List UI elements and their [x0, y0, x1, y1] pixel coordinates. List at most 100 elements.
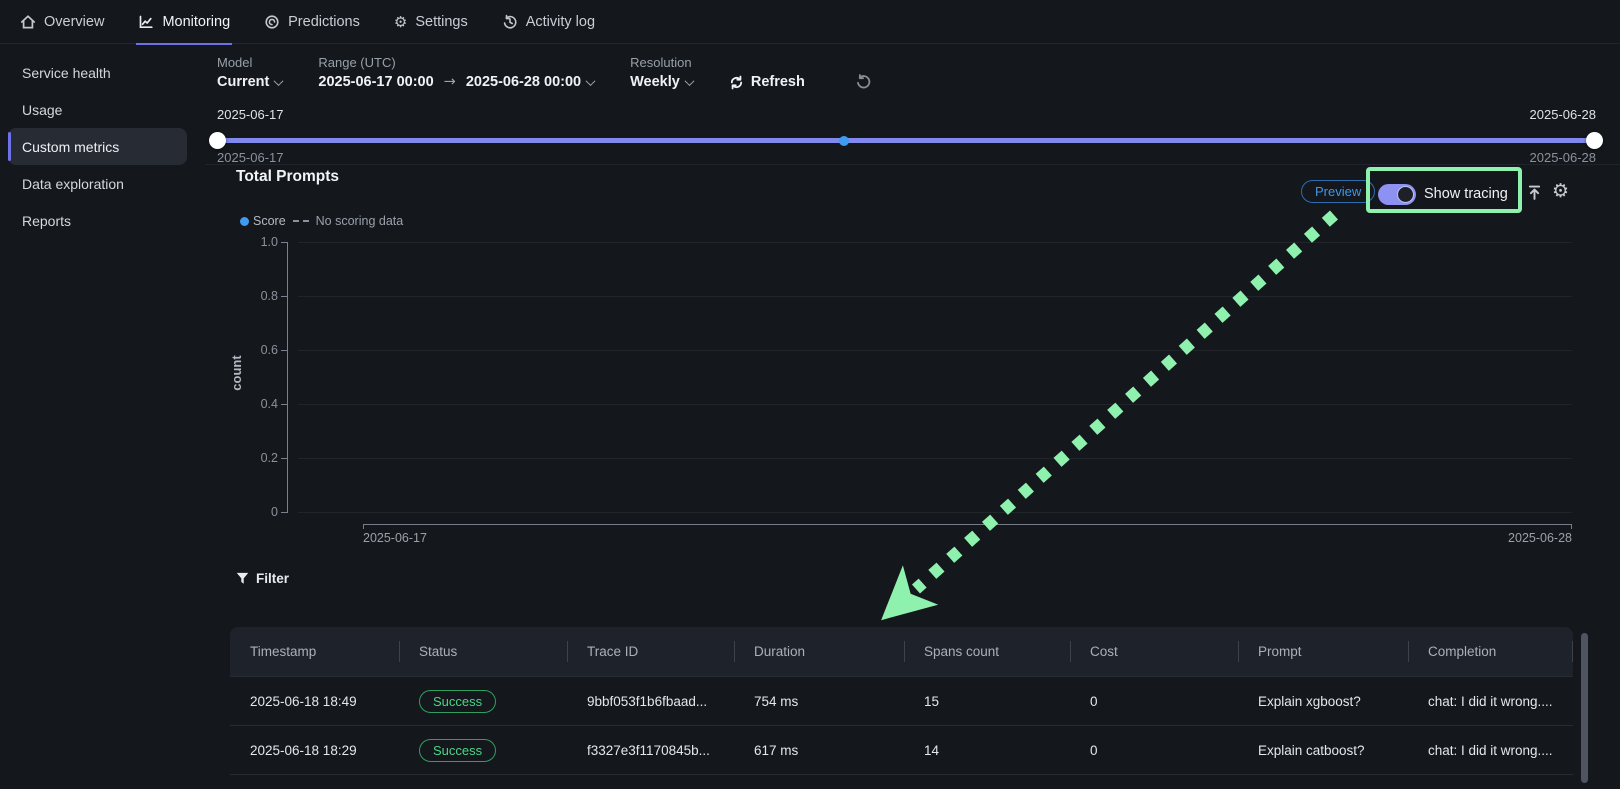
- undo-button[interactable]: [855, 73, 872, 90]
- x-axis-start-label: 2025-06-17: [363, 531, 427, 545]
- table-scrollbar-thumb[interactable]: [1581, 633, 1588, 783]
- legend-score-label[interactable]: Score: [253, 214, 286, 228]
- col-duration: Duration: [734, 627, 904, 676]
- nav-overview[interactable]: Overview: [20, 0, 104, 44]
- section-divider: [205, 164, 1620, 165]
- model-group: Model Current: [217, 55, 284, 90]
- filter-button[interactable]: Filter: [236, 571, 289, 586]
- history-icon: [502, 14, 518, 30]
- x-axis-line: [363, 524, 1572, 529]
- cell-cost: 0: [1090, 742, 1098, 758]
- chart-legend: Score No scoring data: [240, 214, 403, 228]
- cell-status: Success: [399, 726, 567, 774]
- y-tick: 0.2: [260, 451, 278, 465]
- range-select[interactable]: 2025-06-17 00:00 → 2025-06-28 00:00: [318, 74, 596, 90]
- home-icon: [20, 14, 36, 30]
- table-row[interactable]: 2025-06-18 18:49 Success 9bbf053f1b6fbaa…: [230, 676, 1573, 725]
- cell-prompt: Explain xgboost?: [1258, 693, 1361, 709]
- traces-table: Timestamp Status Trace ID Duration Spans…: [230, 627, 1573, 789]
- cell-completion: chat: I did it wrong....: [1428, 742, 1553, 758]
- date-range-slider[interactable]: [209, 132, 1603, 149]
- slider-current-marker[interactable]: [838, 135, 849, 146]
- toggle-knob: [1397, 186, 1414, 203]
- sidebar-item-data-exploration[interactable]: Data exploration: [8, 165, 187, 202]
- range-arrow-icon: →: [443, 74, 456, 90]
- nav-monitoring-label: Monitoring: [162, 13, 231, 30]
- upload-icon: [1526, 184, 1543, 201]
- refresh-label: Refresh: [750, 74, 805, 90]
- y-tick: 1.0: [260, 235, 278, 249]
- cell-spans-count: 14: [924, 742, 940, 758]
- cell-timestamp: 2025-06-18 18:49: [250, 693, 357, 709]
- slider-top-labels: 2025-06-17 2025-06-28: [217, 107, 1596, 122]
- cell-timestamp: 2025-06-18 18:29: [250, 742, 357, 758]
- chevron-down-icon: [585, 75, 596, 86]
- y-tick: 0: [271, 505, 278, 519]
- table-row[interactable]: 2025-06-18 18:29 Success f3327e3f1170845…: [230, 725, 1573, 774]
- sidebar: Service health Usage Custom metrics Data…: [0, 44, 205, 789]
- gear-icon: ⚙: [1552, 180, 1570, 202]
- sidebar-item-reports[interactable]: Reports: [8, 202, 187, 239]
- cell-status: Success: [399, 677, 567, 725]
- col-prompt: Prompt: [1238, 627, 1408, 676]
- table-row-partial[interactable]: [230, 774, 1573, 789]
- cell-completion: chat: I did it wrong....: [1428, 693, 1553, 709]
- resolution-value: Weekly: [630, 74, 680, 90]
- funnel-icon: [236, 572, 249, 585]
- cell-duration: 617 ms: [754, 742, 799, 758]
- slider-end-label: 2025-06-28: [1529, 107, 1597, 122]
- sidebar-item-usage[interactable]: Usage: [8, 91, 187, 128]
- nav-monitoring[interactable]: Monitoring: [136, 0, 232, 45]
- show-tracing-toggle[interactable]: [1378, 184, 1416, 205]
- y-axis-tick-labels: 1.0 0.8 0.6 0.4 0.2 0: [234, 234, 278, 521]
- sidebar-item-label: Usage: [22, 101, 63, 118]
- dashed-line-icon: [292, 220, 309, 222]
- status-badge: Success: [419, 738, 497, 762]
- nav-settings[interactable]: ⚙ Settings: [394, 0, 468, 44]
- cell-spans-count: 15: [924, 693, 940, 709]
- y-axis-tick-marks: [281, 242, 287, 513]
- monitoring-chart-icon: [138, 14, 154, 30]
- show-tracing-label: Show tracing: [1424, 186, 1508, 202]
- table-header-row: Timestamp Status Trace ID Duration Spans…: [230, 627, 1573, 676]
- col-trace-id: Trace ID: [567, 627, 734, 676]
- preview-badge[interactable]: Preview: [1301, 180, 1376, 203]
- status-badge: Success: [419, 689, 497, 713]
- cell-prompt: Explain catboost?: [1258, 742, 1365, 758]
- resolution-group: Resolution Weekly: [630, 55, 695, 90]
- model-label: Model: [217, 55, 253, 70]
- col-timestamp: Timestamp: [250, 644, 317, 659]
- y-axis-line: [287, 242, 288, 513]
- upload-button[interactable]: [1526, 184, 1543, 201]
- filter-label: Filter: [256, 571, 290, 586]
- model-value: Current: [217, 74, 270, 90]
- gear-icon: ⚙: [393, 12, 408, 31]
- resolution-select[interactable]: Weekly: [630, 74, 695, 90]
- chart-settings-button[interactable]: ⚙: [1552, 180, 1569, 202]
- sidebar-item-custom-metrics[interactable]: Custom metrics: [8, 128, 187, 165]
- panel-title: Total Prompts: [236, 168, 340, 185]
- slider-start-sublabel: 2025-06-17: [217, 150, 284, 165]
- legend-no-scoring-data-label[interactable]: No scoring data: [315, 214, 404, 228]
- col-completion: Completion: [1408, 627, 1573, 676]
- sidebar-item-label: Data exploration: [22, 175, 124, 192]
- nav-overview-label: Overview: [44, 13, 105, 30]
- slider-handle-right[interactable]: [1586, 132, 1603, 149]
- toolbar: Model Current Range (UTC) 2025-06-17 00:…: [217, 55, 872, 90]
- y-tick: 0.8: [260, 289, 278, 303]
- model-select[interactable]: Current: [217, 74, 284, 90]
- col-status: Status: [399, 627, 567, 676]
- nav-predictions[interactable]: Predictions: [264, 0, 360, 44]
- nav-activity-log[interactable]: Activity log: [502, 0, 595, 44]
- nav-predictions-label: Predictions: [288, 13, 360, 30]
- range-end-value: 2025-06-28 00:00: [465, 74, 582, 90]
- sidebar-item-service-health[interactable]: Service health: [8, 54, 187, 91]
- chevron-down-icon: [684, 75, 695, 86]
- cell-trace-id: 9bbf053f1b6fbaad...: [587, 693, 708, 709]
- refresh-button[interactable]: Refresh: [729, 74, 805, 90]
- sidebar-item-label: Service health: [22, 64, 111, 81]
- slider-handle-left[interactable]: [209, 132, 226, 149]
- resolution-label: Resolution: [630, 55, 692, 70]
- x-axis-end-label: 2025-06-28: [1508, 531, 1572, 545]
- chart-plot-area: [298, 242, 1572, 514]
